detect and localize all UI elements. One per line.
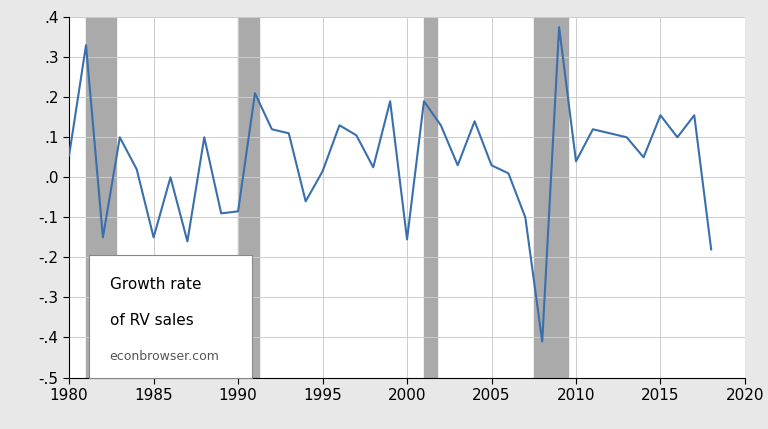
Bar [86, 17, 116, 378]
FancyBboxPatch shape [89, 255, 252, 378]
Text: Growth rate: Growth rate [110, 277, 201, 292]
Bar [424, 17, 437, 378]
Bar [534, 17, 568, 378]
Bar [238, 17, 260, 378]
Text: of RV sales: of RV sales [110, 313, 194, 328]
Text: econbrowser.com: econbrowser.com [110, 350, 220, 363]
